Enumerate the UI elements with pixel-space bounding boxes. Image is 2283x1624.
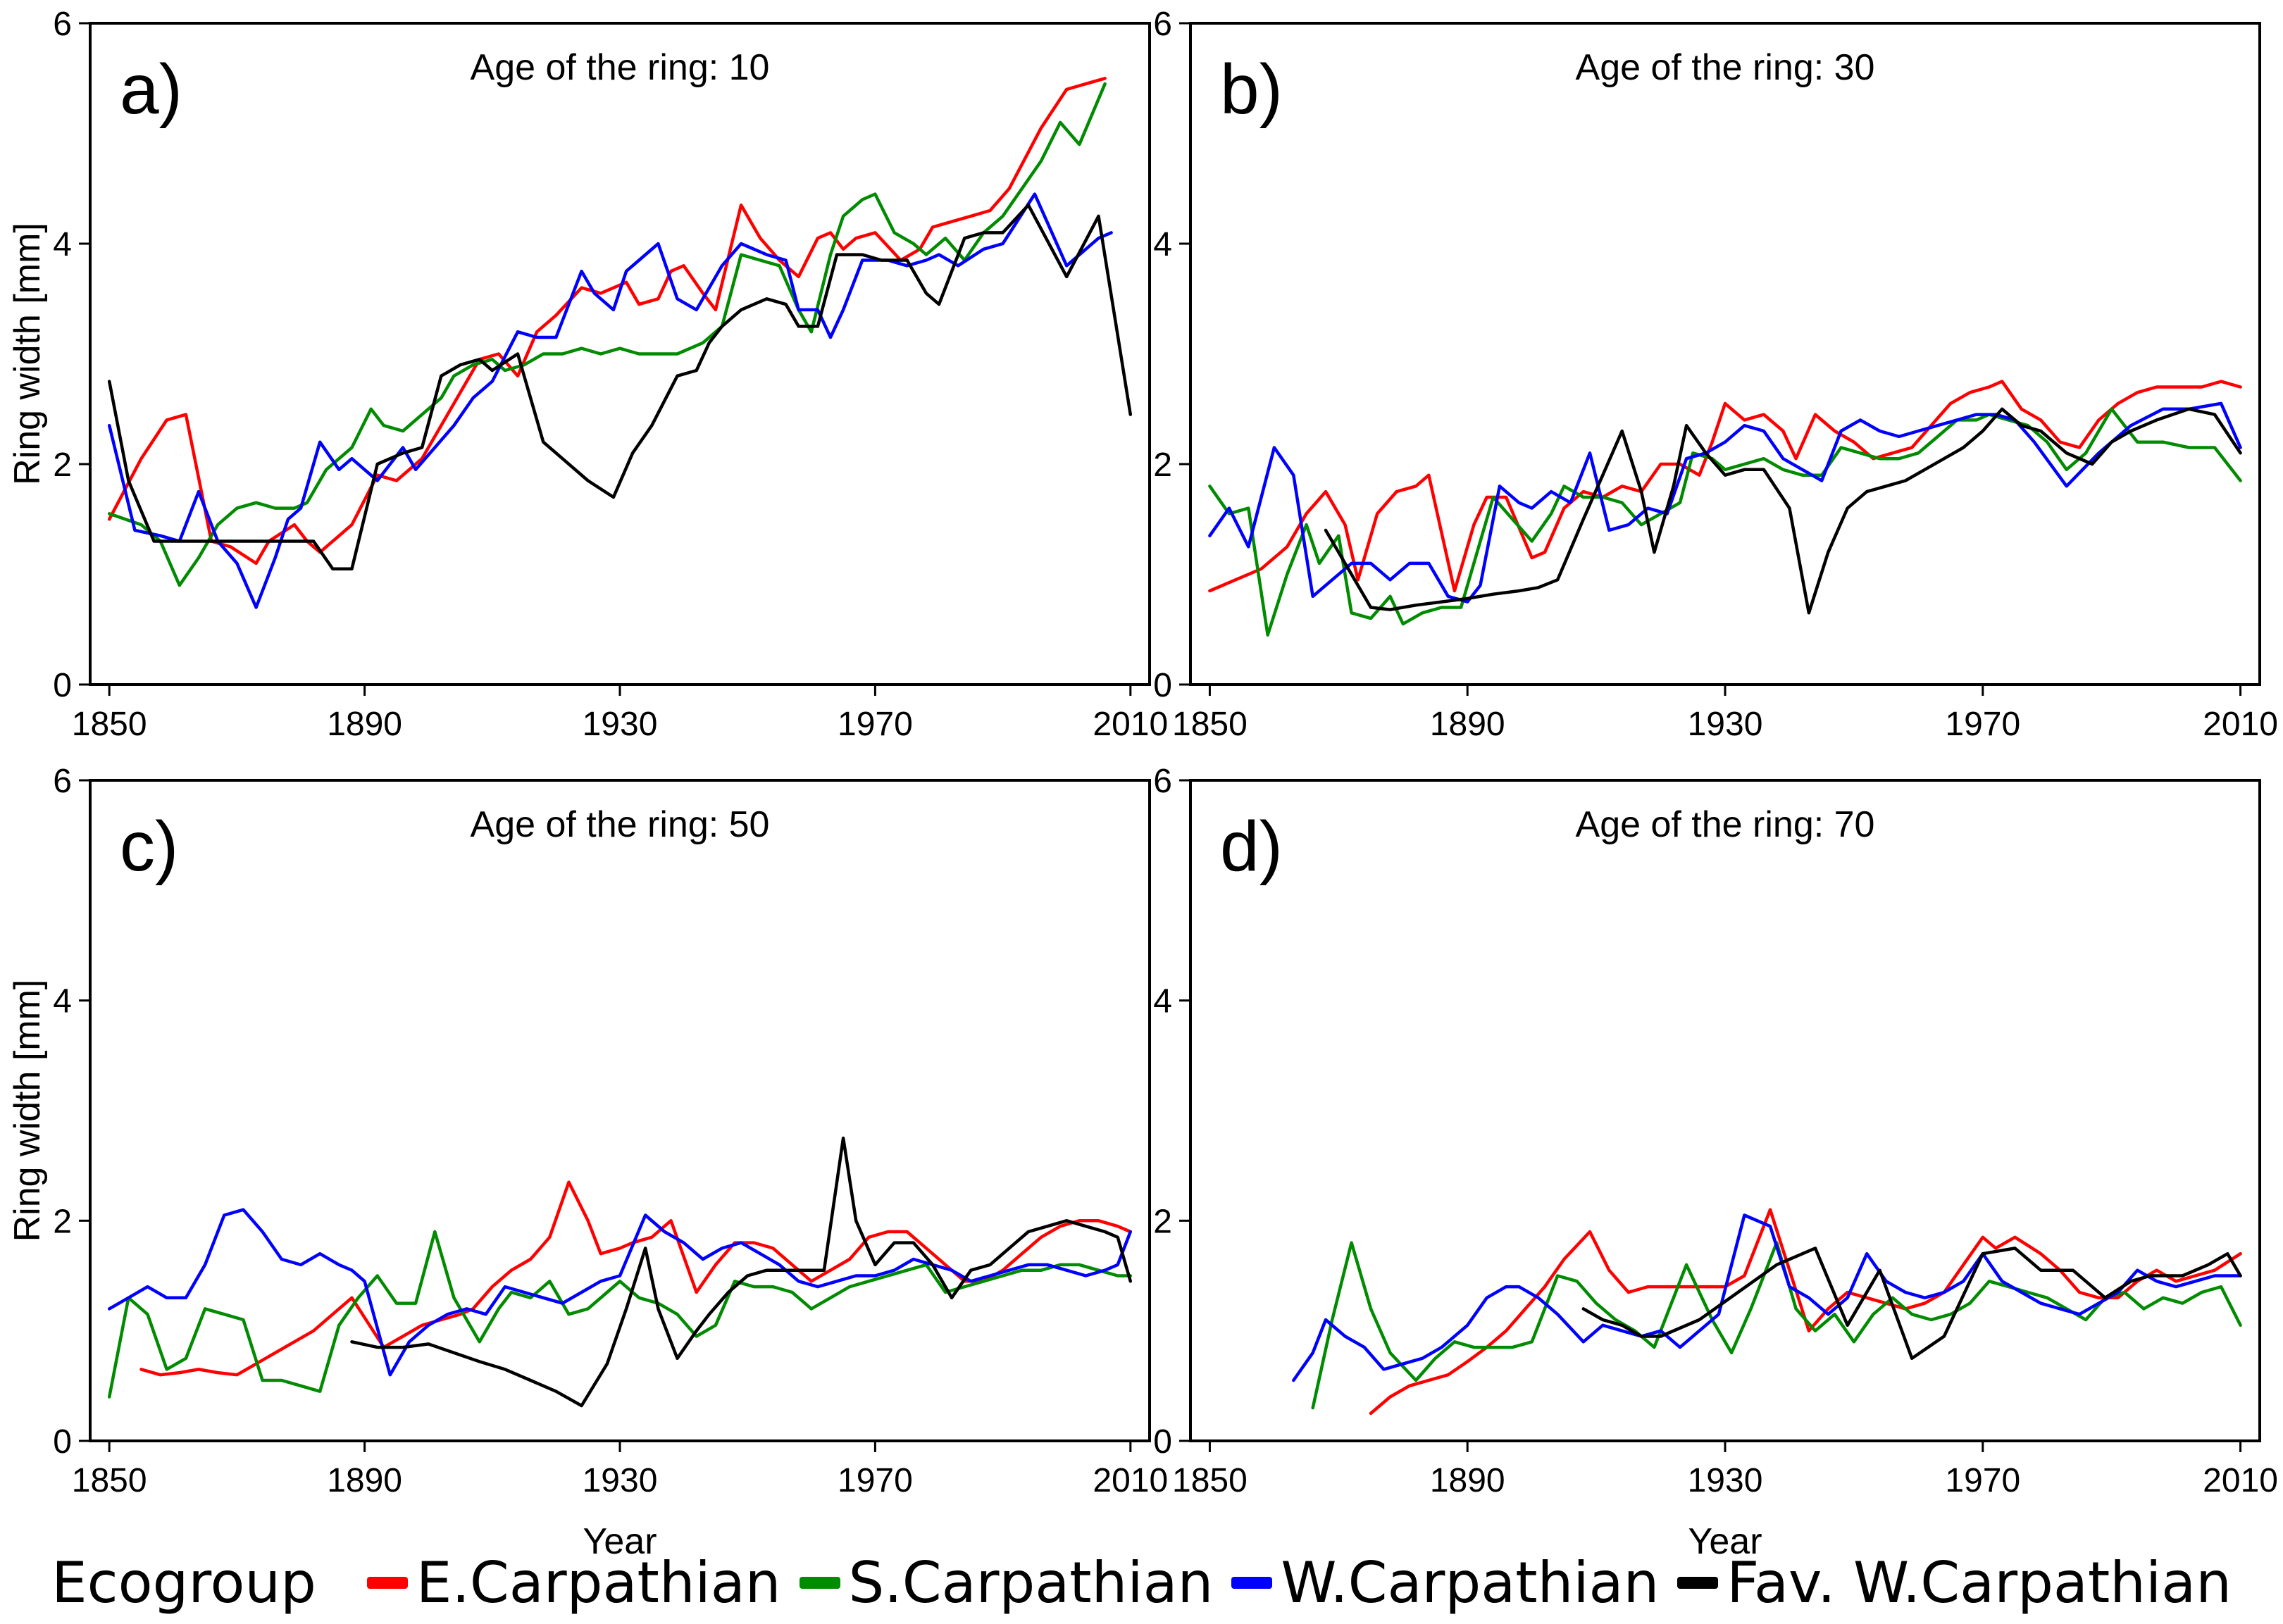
y-tick-label: 6 <box>53 6 72 43</box>
series-line-w-carpathian <box>107 1208 1133 1377</box>
x-tick-label: 1970 <box>1945 706 2020 743</box>
y-tick-label: 2 <box>53 446 72 484</box>
series-line-s-carpathian <box>107 1230 1133 1399</box>
y-tick-label: 0 <box>1153 667 1172 704</box>
series-line-e-carpathian <box>1208 380 2242 593</box>
series-line-s-carpathian <box>1208 407 2242 637</box>
x-tick-label: 1890 <box>327 706 402 743</box>
panel-title: Age of the ring: 10 <box>471 47 770 88</box>
y-tick-label: 4 <box>53 983 72 1020</box>
y-tick-label: 6 <box>1153 6 1172 43</box>
x-tick-label: 1970 <box>838 1462 913 1499</box>
y-tick-label: 6 <box>1153 763 1172 800</box>
x-tick-label: 1970 <box>838 706 913 743</box>
y-tick-label: 4 <box>53 226 72 263</box>
y-tick-label: 0 <box>53 1423 72 1461</box>
x-tick-label: 1850 <box>72 1462 147 1499</box>
y-tick-label: 0 <box>53 667 72 704</box>
panel-a: 1850 1890 1930 1970 2010 0 2 4 6 a) Age of the rin… <box>7 6 1168 743</box>
legend-label: E.Carpathian <box>416 1549 781 1616</box>
legend-title: Ecogroup <box>51 1549 316 1616</box>
legend-label: S.Carpathian <box>848 1549 1214 1616</box>
x-axis-label: Year <box>583 1521 657 1562</box>
y-tick-label: 4 <box>1153 226 1172 263</box>
series-line-e-carpathian <box>107 77 1107 566</box>
legend-swatch-w-carpathian <box>1231 1576 1273 1589</box>
x-tick-label: 1890 <box>1430 1462 1505 1499</box>
y-tick-label: 4 <box>1153 983 1172 1020</box>
panel-c: 1850 1890 1930 1970 2010 0 2 4 6 c) Age of the rin… <box>7 763 1168 1562</box>
series-line-s-carpathian <box>1311 1241 2242 1410</box>
y-tick-label: 6 <box>53 763 72 800</box>
panel-letter: c) <box>120 807 178 886</box>
x-tick-label: 1970 <box>1945 1462 2020 1499</box>
plot-border <box>89 22 1151 686</box>
x-axis-label: Year <box>1688 1521 1762 1562</box>
panel-b: 1850 1890 1930 1970 2010 0 2 4 6 b) Age of the rin… <box>1153 6 2278 743</box>
legend: Ecogroup E.Carpathian S.Carpathian W.Carpa… <box>0 1541 2283 1624</box>
legend-swatch-s-carpathian <box>799 1576 840 1589</box>
series-line-fav-w-carpathian <box>1324 407 2242 615</box>
x-tick-label: 1930 <box>583 706 658 743</box>
legend-label: W.Carpathian <box>1281 1549 1660 1616</box>
series-line-w-carpathian <box>107 192 1113 609</box>
y-axis-label: Ring width [mm] <box>7 980 48 1242</box>
legend-swatch-e-carpathian <box>366 1576 408 1589</box>
legend-swatch-fav-w-carpathian <box>1677 1576 1719 1589</box>
panel-letter: d) <box>1220 807 1283 886</box>
y-tick-label: 2 <box>53 1203 72 1240</box>
x-tick-label: 1930 <box>1688 706 1763 743</box>
x-tick-label: 2010 <box>1093 706 1168 743</box>
x-tick-label: 2010 <box>2203 1462 2278 1499</box>
plot-border <box>1189 22 2261 686</box>
panel-title: Age of the ring: 50 <box>471 804 770 845</box>
panel-letter: a) <box>120 50 182 129</box>
x-tick-label: 1850 <box>72 706 147 743</box>
y-axis-label: Ring width [mm] <box>7 223 48 485</box>
series-line-s-carpathian <box>107 82 1107 587</box>
x-tick-label: 1890 <box>1430 706 1505 743</box>
x-tick-label: 1930 <box>1688 1462 1763 1499</box>
x-tick-label: 1890 <box>327 1462 402 1499</box>
panel-letter: b) <box>1220 50 1283 129</box>
x-tick-label: 2010 <box>2203 706 2278 743</box>
legend-item: S.Carpathian <box>799 1549 1214 1616</box>
series-line-w-carpathian <box>1292 1213 2242 1382</box>
series-line-fav-w-carpathian <box>107 203 1133 570</box>
legend-label: Fav. W.Carpathian <box>1727 1549 2232 1616</box>
series-line-fav-w-carpathian <box>350 1136 1133 1408</box>
panel-title: Age of the ring: 70 <box>1576 804 1875 845</box>
legend-item: W.Carpathian <box>1231 1550 1659 1616</box>
legend-item: E.Carpathian <box>366 1549 781 1616</box>
y-tick-label: 2 <box>1153 1203 1172 1240</box>
x-tick-label: 1930 <box>583 1462 658 1499</box>
x-tick-label: 2010 <box>1093 1462 1168 1499</box>
legend-item: Fav. W.Carpathian <box>1677 1550 2232 1616</box>
x-tick-label: 1850 <box>1172 1462 1248 1499</box>
y-tick-label: 0 <box>1153 1423 1172 1461</box>
series-line-e-carpathian <box>1369 1208 2242 1416</box>
x-tick-label: 1850 <box>1172 706 1248 743</box>
series-line-w-carpathian <box>1208 401 2242 604</box>
series-line-fav-w-carpathian <box>1581 1247 2242 1361</box>
panel-d: 1850 1890 1930 1970 2010 0 2 4 6 d) Age of the rin… <box>1153 763 2278 1562</box>
panel-title: Age of the ring: 30 <box>1576 47 1875 88</box>
y-tick-label: 2 <box>1153 446 1172 484</box>
